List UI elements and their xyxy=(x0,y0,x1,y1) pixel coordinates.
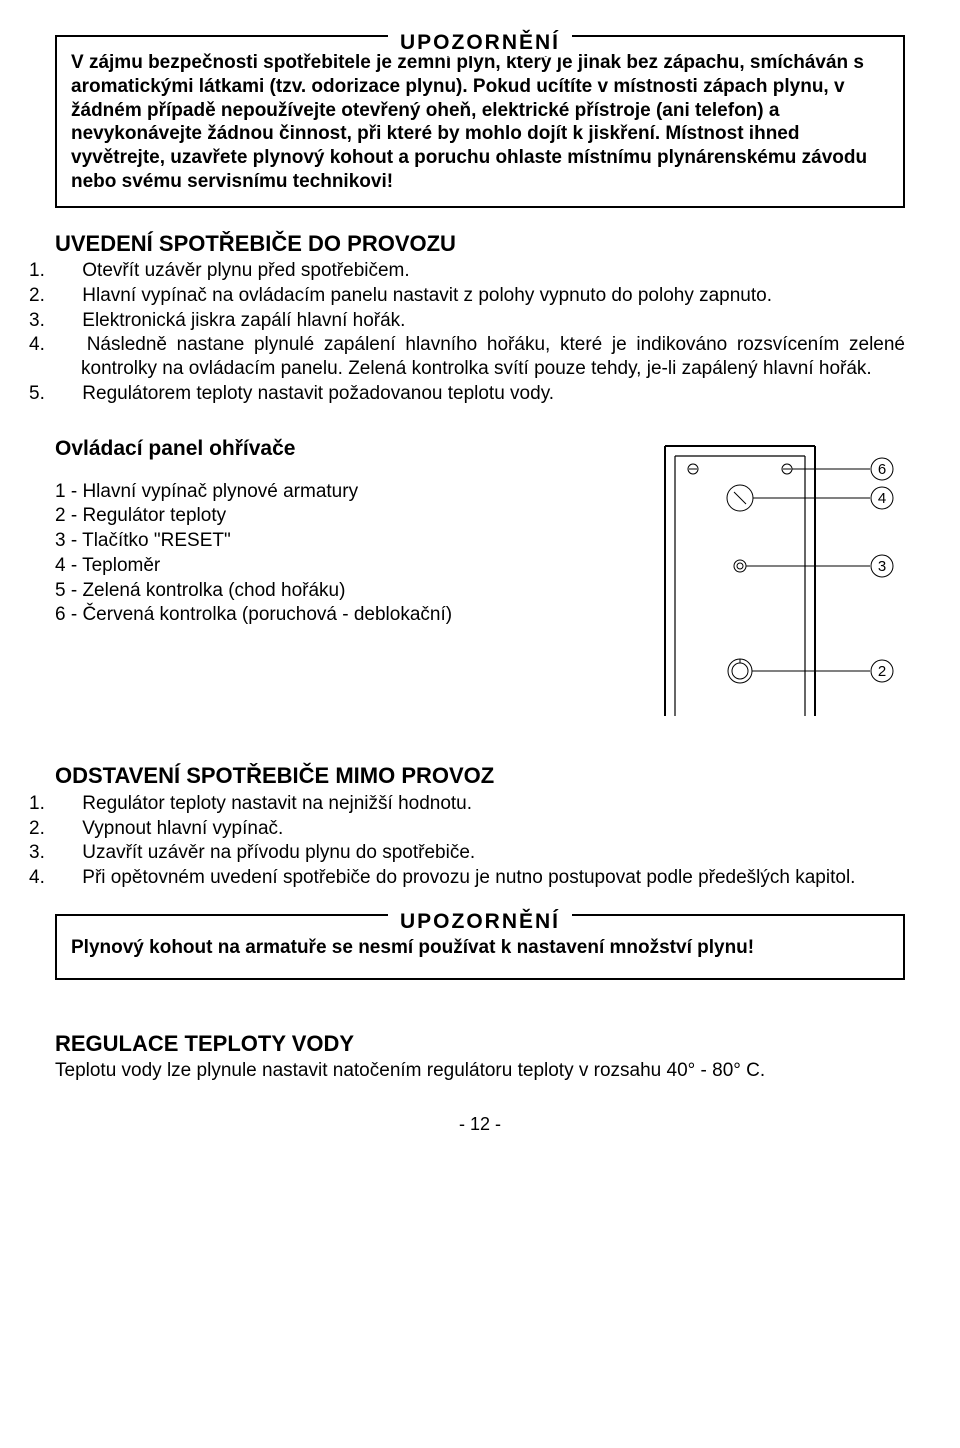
list-item-text: Hlavní vypínač na ovládacím panelu nasta… xyxy=(82,285,772,306)
legend-item: 2 - Regulátor teploty xyxy=(55,504,615,529)
callout-3: 3 xyxy=(878,558,886,575)
legend-item: 4 - Teploměr xyxy=(55,554,615,579)
list-item: 2. Vypnout hlavní vypínač. xyxy=(55,817,905,841)
list-item: 1. Otevřít uzávěr plynu před spotřebičem… xyxy=(55,259,905,283)
panel-diagram: 6 4 3 2 xyxy=(645,436,905,723)
legend-item: 3 - Tlačítko "RESET" xyxy=(55,529,615,554)
list-item-text: Elektronická jiskra zapálí hlavní hořák. xyxy=(82,310,405,331)
warning-title: UPOZORNĚNÍ xyxy=(388,30,572,56)
warning-text: V zájmu bezpečnosti spotřebitele je zemn… xyxy=(71,51,889,194)
list-item-text: Uzavřít uzávěr na přívodu plynu do spotř… xyxy=(82,842,475,863)
list-item: 5. Regulátorem teploty nastavit požadova… xyxy=(55,382,905,406)
panel-legend: 1 - Hlavní vypínač plynové armatury 2 - … xyxy=(55,480,615,628)
legend-item: 6 - Červená kontrolka (poruchová - deblo… xyxy=(55,603,615,628)
warning-box: V zájmu bezpečnosti spotřebitele je zemn… xyxy=(55,35,905,208)
legend-item: 5 - Zelená kontrolka (chod hořáku) xyxy=(55,579,615,604)
warning2-text: Plynový kohout na armatuře se nesmí použ… xyxy=(71,930,889,966)
panel-title: Ovládací panel ohřívače xyxy=(55,436,615,462)
section1-list: 1. Otevřít uzávěr plynu před spotřebičem… xyxy=(55,259,905,406)
section3-text: Teplotu vody lze plynule nastavit natoče… xyxy=(55,1059,905,1083)
panel-svg-icon: 6 4 3 2 xyxy=(645,436,905,716)
warning2-title: UPOZORNĚNÍ xyxy=(388,909,572,935)
section2-list: 1. Regulátor teploty nastavit na nejnižš… xyxy=(55,792,905,890)
page-number: - 12 - xyxy=(55,1113,905,1136)
warning-title-wrap: UPOZORNĚNÍ xyxy=(55,30,905,48)
section2-title: ODSTAVENÍ SPOTŘEBIČE MIMO PROVOZ xyxy=(55,762,905,790)
list-item-text: Regulátorem teploty nastavit požadovanou… xyxy=(82,383,554,404)
callout-4: 4 xyxy=(878,490,886,507)
legend-item: 1 - Hlavní vypínač plynové armatury xyxy=(55,480,615,505)
panel-text: Ovládací panel ohřívače 1 - Hlavní vypín… xyxy=(55,436,615,628)
callout-2: 2 xyxy=(878,663,886,680)
list-item: 3. Elektronická jiskra zapálí hlavní hoř… xyxy=(55,309,905,333)
list-item: 4. Následně nastane plynulé zapálení hla… xyxy=(55,333,905,381)
callout-6: 6 xyxy=(878,461,886,478)
list-item-text: Otevřít uzávěr plynu před spotřebičem. xyxy=(82,260,409,281)
list-item: 1. Regulátor teploty nastavit na nejnižš… xyxy=(55,792,905,816)
warning2-title-wrap: UPOZORNĚNÍ xyxy=(55,909,905,927)
list-item: 2. Hlavní vypínač na ovládacím panelu na… xyxy=(55,284,905,308)
section1-title: UVEDENÍ SPOTŘEBIČE DO PROVOZU xyxy=(55,230,905,258)
list-item: 3. Uzavřít uzávěr na přívodu plynu do sp… xyxy=(55,841,905,865)
list-item-text: Následně nastane plynulé zapálení hlavní… xyxy=(81,334,905,379)
list-item-text: Při opětovném uvedení spotřebiče do prov… xyxy=(82,867,855,888)
list-item: 4. Při opětovném uvedení spotřebiče do p… xyxy=(55,866,905,890)
section3-title: REGULACE TEPLOTY VODY xyxy=(55,1030,905,1058)
list-item-text: Regulátor teploty nastavit na nejnižší h… xyxy=(82,793,472,814)
panel-section: Ovládací panel ohřívače 1 - Hlavní vypín… xyxy=(55,436,905,723)
list-item-text: Vypnout hlavní vypínač. xyxy=(82,818,283,839)
